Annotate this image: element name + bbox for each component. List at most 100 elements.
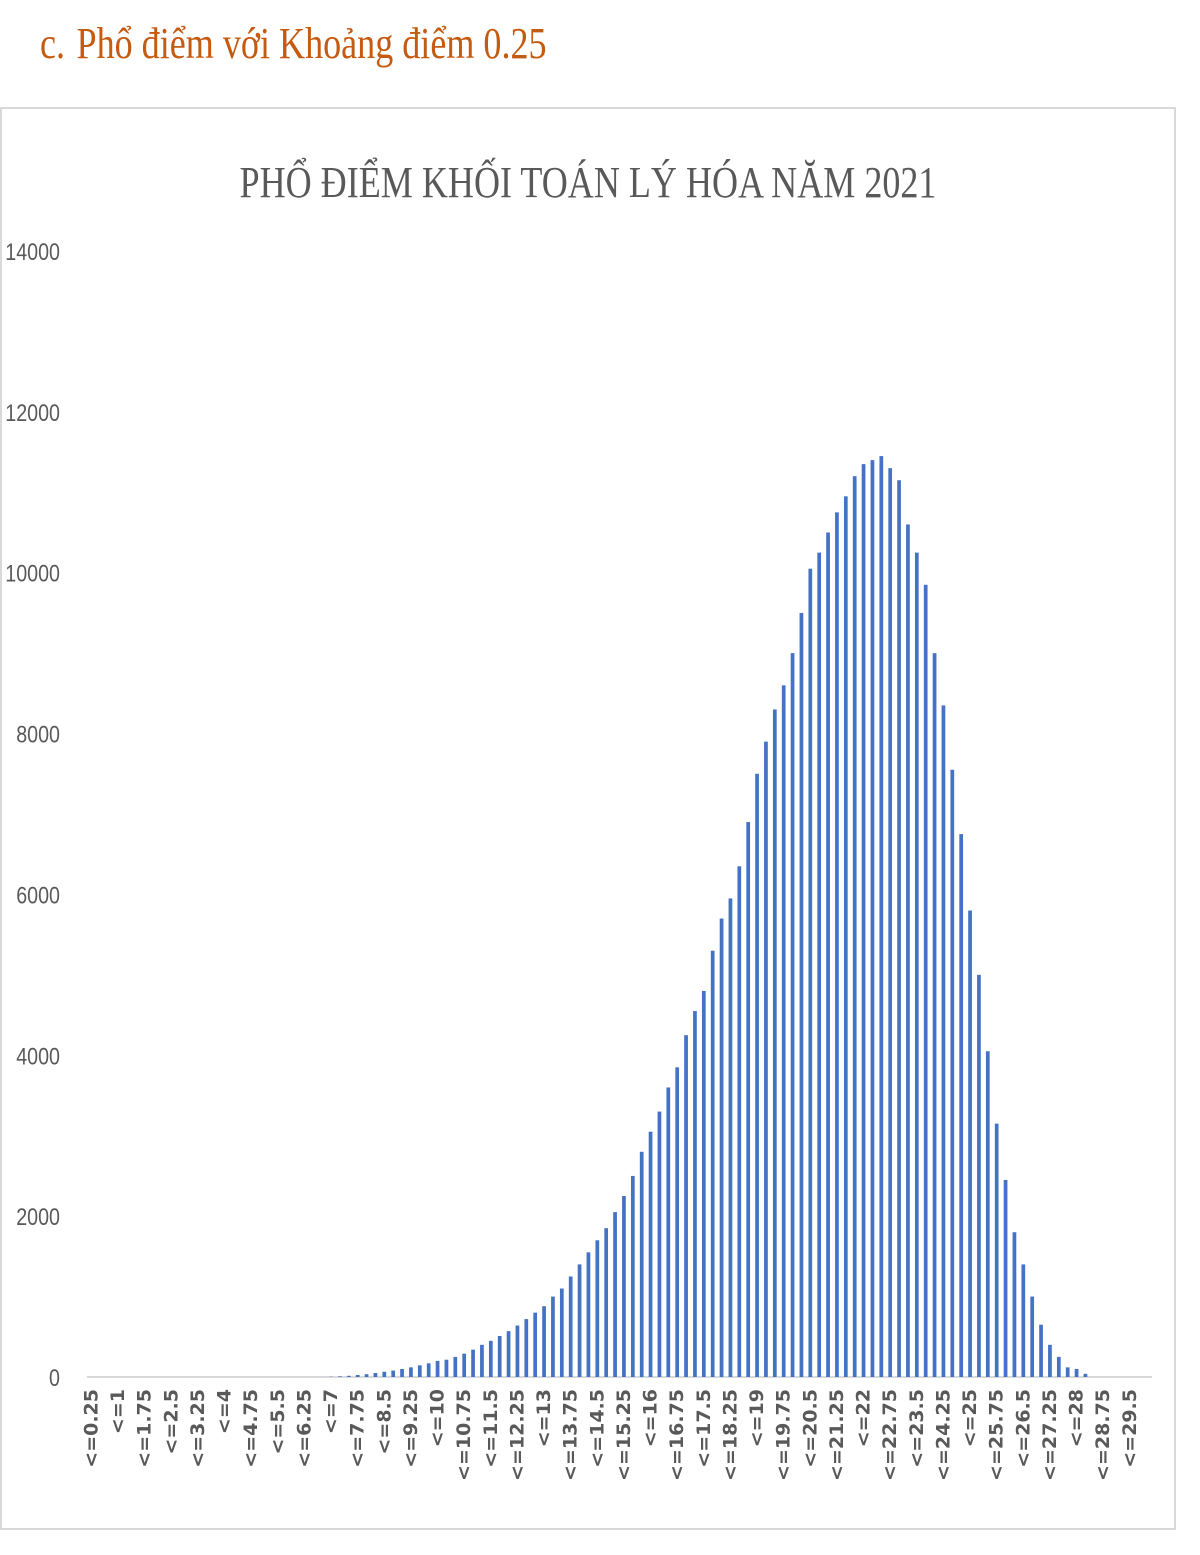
bar-74 (746, 822, 751, 1377)
bar-60 (622, 1196, 626, 1377)
bar-42 (462, 1353, 467, 1377)
x-tick-label-30: <=7.75 (347, 1389, 369, 1468)
bar-38 (426, 1363, 431, 1377)
bar-93 (914, 552, 919, 1377)
x-tick-label-15: <=4 (214, 1389, 236, 1434)
bar-66 (675, 1067, 680, 1377)
y-axis-ticks: 0 2000 4000 6000 8000 10000 12000 14000 (5, 238, 60, 1391)
section-heading: c. Phổ điểm với Khoảng điểm 0.25 (40, 18, 558, 69)
section-marker: c. (40, 19, 66, 68)
x-tick-label-36: <=9.25 (400, 1389, 422, 1468)
x-tick-label-42: <=10.75 (453, 1389, 475, 1481)
bar-36 (409, 1367, 413, 1377)
bar-72 (728, 898, 733, 1377)
x-tick-label-21: <=5.5 (267, 1389, 289, 1455)
x-tick-label-9: <=2.5 (160, 1389, 182, 1455)
bar-43 (471, 1349, 475, 1377)
bar-111 (1074, 1368, 1079, 1377)
chart-title: PHỔ ĐIỂM KHỐI TOÁN LÝ HÓA NĂM 2021 (240, 158, 937, 207)
bar-104 (1012, 1232, 1017, 1377)
x-tick-label-117: <=29.5 (1119, 1389, 1141, 1468)
bar-52 (551, 1296, 555, 1377)
x-tick-label-111: <=28 (1066, 1389, 1088, 1447)
bar-61 (630, 1175, 635, 1377)
bar-80 (799, 612, 804, 1377)
bar-35 (400, 1368, 404, 1377)
x-tick-label-33: <=8.5 (373, 1389, 395, 1455)
y-tick-label-3: 6000 (16, 882, 60, 909)
bar-98 (959, 834, 964, 1377)
bar-65 (666, 1087, 671, 1377)
x-tick-label-93: <=23.5 (906, 1389, 928, 1468)
bar-54 (568, 1276, 573, 1377)
bar-45 (488, 1340, 493, 1377)
bar-83 (826, 532, 830, 1377)
bar-62 (639, 1151, 644, 1377)
bar-96 (941, 705, 946, 1377)
bar-94 (923, 584, 928, 1377)
bar-67 (684, 1035, 688, 1377)
bar-75 (755, 773, 759, 1377)
x-axis-ticks: <=0.25 <=1 <=1.75 <=2.5 <=3.25 <=4 <=4.75 <=5.5… (80, 1389, 1140, 1481)
bar-109 (1056, 1356, 1061, 1377)
bar-57 (595, 1240, 600, 1377)
bar-76 (764, 741, 768, 1377)
bar-89 (879, 456, 884, 1377)
x-tick-label-84: <=21.25 (826, 1389, 848, 1481)
y-tick-label-1: 2000 (16, 1203, 60, 1230)
y-tick-label-0: 0 (49, 1364, 60, 1391)
x-tick-label-66: <=16.75 (666, 1389, 688, 1481)
score-distribution-chart: PHỔ ĐIỂM KHỐI TOÁN LÝ HÓA NĂM 2021 0 2000… (5, 158, 1152, 1481)
x-tick-label-6: <=1.75 (134, 1389, 156, 1468)
x-tick-label-48: <=12.25 (506, 1389, 528, 1481)
y-tick-label-4: 8000 (16, 721, 60, 748)
bar-102 (994, 1123, 999, 1377)
x-tick-label-39: <=10 (427, 1389, 449, 1447)
y-tick-label-7: 14000 (5, 238, 60, 265)
y-tick-label-6: 12000 (5, 399, 60, 426)
x-tick-label-63: <=16 (640, 1389, 662, 1447)
section-title: Phổ điểm với Khoảng điểm 0.25 (76, 19, 547, 68)
x-tick-label-24: <=6.25 (293, 1389, 315, 1468)
y-tick-label-2: 4000 (16, 1042, 60, 1069)
bar-95 (932, 653, 937, 1377)
bar-30 (355, 1374, 360, 1377)
bar-70 (710, 950, 715, 1377)
bar-29 (346, 1375, 351, 1377)
bar-92 (906, 524, 910, 1377)
x-tick-label-96: <=24.25 (932, 1389, 954, 1481)
bar-85 (843, 496, 848, 1377)
bar-79 (790, 653, 795, 1377)
bar-64 (657, 1111, 662, 1377)
x-tick-label-108: <=27.25 (1039, 1389, 1061, 1481)
bar-103 (1003, 1179, 1008, 1377)
bar-46 (497, 1335, 502, 1377)
chart-frame: PHỔ ĐIỂM KHỐI TOÁN LÝ HÓA NĂM 2021 0 2000… (0, 107, 1176, 1530)
bar-56 (586, 1252, 591, 1377)
bar-78 (781, 685, 786, 1377)
bar-32 (373, 1372, 378, 1377)
x-tick-label-75: <=19 (746, 1389, 768, 1447)
bar-73 (737, 866, 742, 1377)
bar-51 (542, 1306, 546, 1377)
bar-105 (1021, 1264, 1026, 1377)
x-tick-label-114: <=28.75 (1092, 1389, 1114, 1481)
bar-100 (977, 974, 981, 1377)
bar-41 (453, 1356, 458, 1377)
x-tick-label-87: <=22 (853, 1389, 875, 1447)
bar-40 (444, 1359, 449, 1377)
bar-50 (533, 1312, 538, 1377)
x-tick-label-27: <=7 (320, 1389, 342, 1434)
bar-55 (577, 1264, 582, 1377)
bar-44 (480, 1344, 484, 1377)
x-tick-label-72: <=18.25 (719, 1389, 741, 1481)
bar-88 (870, 460, 875, 1378)
bar-97 (950, 769, 955, 1377)
bar-106 (1030, 1296, 1035, 1377)
bar-31 (364, 1374, 369, 1377)
bars-group (329, 456, 1088, 1378)
bar-39 (435, 1360, 440, 1377)
x-tick-label-102: <=25.75 (986, 1389, 1008, 1481)
bar-81 (808, 568, 813, 1377)
x-tick-label-0: <=0.25 (80, 1389, 102, 1468)
